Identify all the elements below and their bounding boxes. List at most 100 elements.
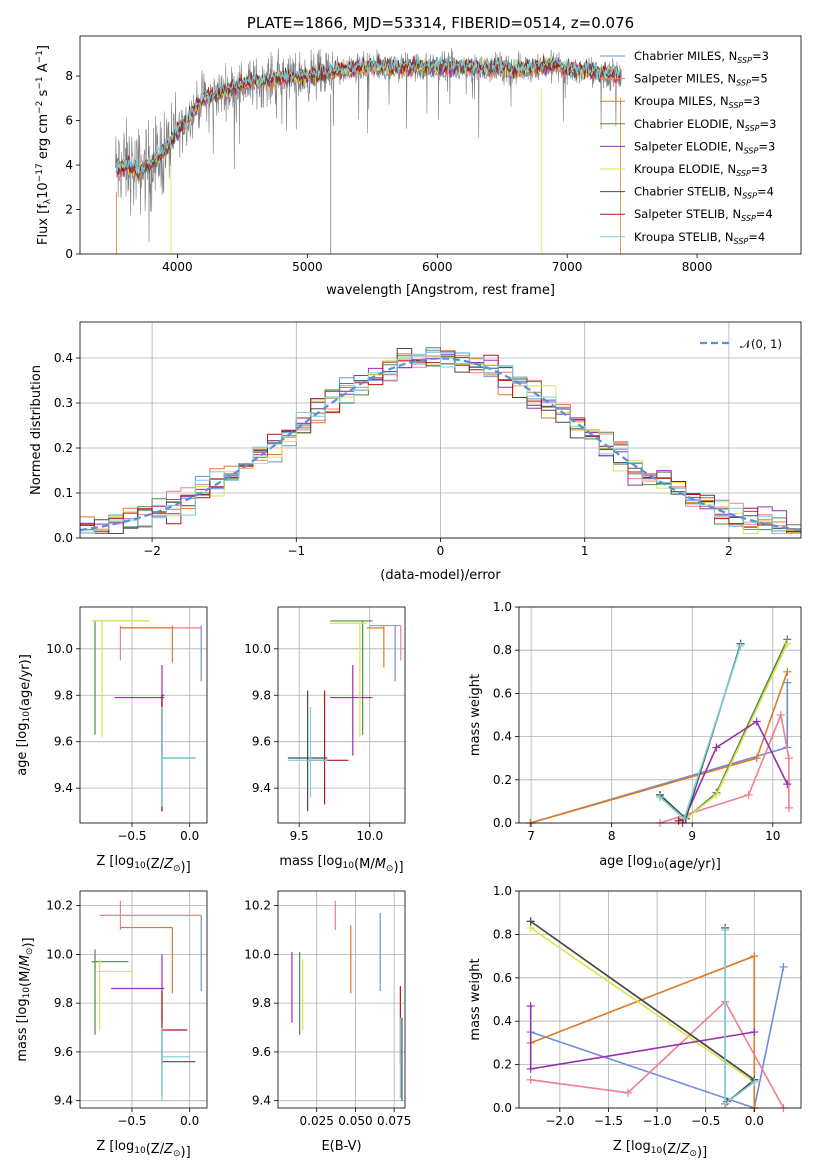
y-tick-label: 9.8 — [252, 688, 271, 702]
axes-frame — [277, 890, 406, 1109]
chart-residuals: −2 −1 0 1 2 0.0 0.1 0.2 0.3 0.4 (data-model)/error… — [29, 321, 802, 583]
plot-area — [278, 891, 405, 1108]
y-tick-label: 9.4 — [252, 1094, 271, 1108]
axes-frame — [79, 606, 208, 824]
y-tick-label: 0.8 — [493, 927, 512, 941]
legend-entry: Chabrier STELIB, NSSP=4 — [634, 185, 774, 201]
legend-entry: Kroupa MILES, NSSP=3 — [634, 94, 760, 110]
x-tick-label: 10 — [765, 829, 780, 843]
chart-age-vs-mass: 9.5 10.0 9.4 9.6 9.8 10.0 mass [log10(M/M⊙)] — [244, 606, 406, 875]
chart-age-vs-Z: −0.5 0.0 9.4 9.6 9.8 10.0 Z [log10(Z/Z⊙)] age [… — [15, 606, 208, 875]
x-tick-label: 9 — [688, 829, 696, 843]
y-tick-label: 0.2 — [493, 773, 512, 787]
legend-entry: Kroupa STELIB, NSSP=4 — [634, 230, 765, 246]
y-axis-label: age [log10(age/yr)] — [15, 654, 33, 776]
weight-line — [530, 1000, 785, 1109]
x-tick-label: 2 — [725, 544, 733, 558]
chart-mass-vs-Z: −0.5 0.0 9.4 9.6 9.8 10.0 10.2 Z [log10(Z/Z⊙)] m… — [15, 890, 208, 1160]
x-axis-label: Z [log10(Z/Z⊙)] — [613, 1139, 707, 1160]
y-tick-label: 0.2 — [493, 1058, 512, 1072]
legend-entry: 𝒩(0, 1) — [740, 337, 782, 351]
y-tick-label: 2 — [65, 203, 73, 217]
x-tick-label: 7 — [527, 829, 535, 843]
legend-entry: Salpeter MILES, NSSP=5 — [634, 72, 768, 88]
y-tick-label: 0.4 — [54, 351, 73, 365]
x-tick-label: 0.025 — [300, 1114, 334, 1128]
residual-histogram — [80, 351, 801, 534]
y-tick-label: 0.4 — [493, 1014, 512, 1028]
chart-title: PLATE=1866, MJD=53314, FIBERID=0514, z=0… — [247, 14, 634, 32]
legend-entry: Chabrier ELODIE, NSSP=3 — [634, 117, 776, 133]
x-tick-label: −1.5 — [594, 1114, 623, 1128]
y-tick-label: 0.0 — [54, 531, 73, 545]
y-tick-label: 9.4 — [54, 781, 73, 795]
x-axis-label: Z [log10(Z/Z⊙)] — [96, 1139, 190, 1160]
x-tick-label: 7000 — [552, 260, 583, 274]
y-tick-label: 0.2 — [54, 441, 73, 455]
legend-entry: Salpeter STELIB, NSSP=4 — [634, 207, 773, 223]
axes-frame — [79, 35, 802, 255]
y-tick-label: 0.6 — [493, 686, 512, 700]
y-tick-label: 9.8 — [54, 688, 73, 702]
y-tick-label: 0.0 — [493, 1101, 512, 1115]
x-tick-label: −0.5 — [117, 829, 146, 843]
y-tick-label: 0.3 — [54, 396, 73, 410]
x-tick-label: 10.0 — [356, 829, 383, 843]
y-tick-label: 9.6 — [252, 1045, 271, 1059]
y-tick-label: 0 — [65, 247, 73, 261]
x-tick-label: 0.0 — [745, 1114, 764, 1128]
x-tick-label: 8000 — [682, 260, 713, 274]
y-axis-label: mass weight — [468, 958, 483, 1040]
x-tick-label: 4000 — [162, 260, 193, 274]
y-tick-label: 10.2 — [244, 899, 271, 913]
x-tick-label: 0 — [437, 544, 445, 558]
chart-mass-vs-ebv: 0.025 0.050 0.075 9.4 9.6 9.8 10.0 10.2 E(B-V) — [244, 890, 411, 1154]
weight-line — [530, 927, 755, 1083]
y-tick-label: 9.8 — [54, 996, 73, 1010]
x-tick-label: 8 — [608, 829, 616, 843]
x-axis-label: age [log10(age/yr)] — [599, 854, 721, 872]
x-tick-label: −2 — [143, 544, 161, 558]
y-tick-label: 0.1 — [54, 486, 73, 500]
x-tick-label: 0.050 — [338, 1114, 372, 1128]
plot-area — [278, 607, 405, 823]
x-tick-label: −0.5 — [117, 1114, 146, 1128]
x-tick-label: 0.0 — [180, 1114, 199, 1128]
legend-entry: Salpeter ELODIE, NSSP=3 — [634, 139, 775, 155]
axes-frame — [518, 606, 802, 824]
x-tick-label: −1.0 — [643, 1114, 672, 1128]
y-tick-label: 10.0 — [46, 947, 73, 961]
y-tick-label: 9.6 — [252, 735, 271, 749]
y-axis-label: mass weight — [468, 674, 483, 756]
y-tick-label: 6 — [65, 114, 73, 128]
y-tick-label: 0.4 — [493, 730, 512, 744]
x-axis-label: (data-model)/error — [380, 568, 501, 583]
chart-spectrum: 4000 5000 6000 7000 8000 0 2 4 6 8 PLATE=1866, MJD… — [35, 14, 802, 298]
legend-entry: Kroupa ELODIE, NSSP=3 — [634, 162, 768, 178]
x-tick-label: 5000 — [292, 260, 323, 274]
weight-line — [681, 720, 789, 824]
model-spectrum-line — [116, 54, 621, 174]
x-tick-label: 9.5 — [290, 829, 309, 843]
normal-curve — [79, 357, 802, 532]
y-tick-label: 10.0 — [244, 947, 271, 961]
y-tick-label: 4 — [65, 158, 73, 172]
y-tick-label: 0.0 — [493, 816, 512, 830]
chart-weight-vs-Z: −2.0 −1.5 −1.0 −0.5 0.0 0.0 0.2 0.4 0.6 0.8 1.0 Z [… — [468, 884, 802, 1160]
y-tick-label: 10.0 — [244, 642, 271, 656]
chart-weight-vs-age: 7 8 9 10 0.0 0.2 0.4 0.6 0.8 1.0 age [log10(age/yr… — [468, 600, 802, 872]
y-axis-label: Normed distribution — [29, 365, 44, 495]
y-tick-label: 9.4 — [252, 781, 271, 795]
y-tick-label: 9.8 — [252, 996, 271, 1010]
axes-frame — [518, 890, 802, 1109]
x-axis-label: E(B-V) — [321, 1139, 361, 1154]
y-tick-label: 0.6 — [493, 971, 512, 985]
x-tick-label: −2.0 — [545, 1114, 574, 1128]
y-tick-label: 1.0 — [493, 600, 512, 614]
legend-entry: Chabrier MILES, NSSP=3 — [634, 49, 769, 65]
y-tick-label: 9.6 — [54, 1045, 73, 1059]
y-tick-label: 9.6 — [54, 735, 73, 749]
axes-frame — [277, 606, 406, 824]
y-axis-label: mass [log10(M/M⊙)] — [15, 937, 36, 1061]
spectrum-lines — [114, 47, 622, 254]
